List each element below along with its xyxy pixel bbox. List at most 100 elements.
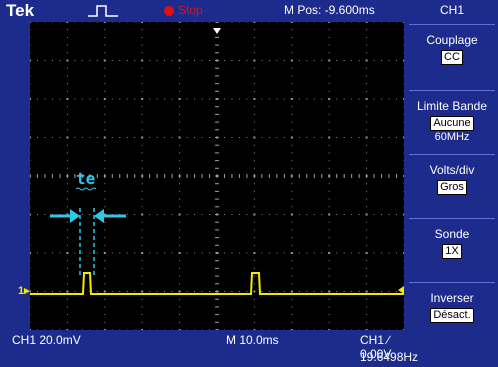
- grid-dot: [328, 329, 331, 330]
- grid-dot: [178, 213, 181, 216]
- grid-dot: [365, 22, 368, 23]
- menu-bandwidth-sub: 60MHz: [434, 131, 470, 143]
- grid-dot: [365, 290, 368, 293]
- grid-dot: [328, 59, 331, 62]
- graticule: te: [30, 22, 404, 330]
- grid-dot: [141, 252, 144, 254]
- grid-dot: [66, 98, 69, 100]
- grid-dot: [290, 252, 293, 254]
- horizontal-position: M Pos: -9.600ms: [284, 3, 375, 17]
- te-underline: [75, 187, 97, 191]
- grid-dot: [290, 136, 293, 139]
- trigger-pulse-icon: [88, 5, 118, 17]
- grid-dot: [103, 59, 106, 62]
- menu-coupling-label: Couplage: [426, 33, 478, 47]
- grid-dot: [253, 22, 256, 23]
- grid-dot: [365, 98, 368, 100]
- grid-dot: [403, 59, 404, 62]
- grid-dot: [253, 98, 256, 100]
- grid-dot: [403, 22, 404, 23]
- grid-dot: [141, 98, 144, 100]
- grid-dot: [178, 136, 181, 139]
- grid-dot: [290, 98, 293, 100]
- menu-bandwidth-label: Limite Bande: [416, 99, 488, 113]
- grid-dot: [328, 290, 331, 293]
- grid-dot: [365, 59, 368, 62]
- grid-dot: [103, 98, 106, 100]
- side-menu: CH1 Couplage CC Limite Bande Aucune 60MH…: [406, 0, 498, 367]
- menu-invert[interactable]: Inverser Désact.: [409, 282, 495, 335]
- trigger-level: CH1 ∕ 0.00V: [360, 333, 392, 361]
- grid-dot: [403, 329, 404, 330]
- grid-dot: [290, 59, 293, 62]
- menu-probe[interactable]: Sonde 1X: [409, 218, 495, 281]
- grid-dot: [290, 22, 293, 23]
- grid-dot: [66, 290, 69, 293]
- grid-dot: [178, 252, 181, 254]
- grid-dot: [30, 136, 31, 139]
- menu-coupling-value: CC: [441, 50, 463, 65]
- channel-1-marker: 1▸: [18, 285, 30, 297]
- waveform-display: te: [30, 22, 404, 330]
- grid-dot: [253, 136, 256, 139]
- grid-dot: [66, 136, 69, 139]
- menu-volts-div-label: Volts/div: [429, 163, 475, 177]
- menu-volts-div[interactable]: Volts/div Gros: [409, 154, 495, 217]
- te-arrow-right-head: [94, 209, 104, 223]
- grid-dot: [178, 290, 181, 293]
- grid-dot: [66, 329, 69, 330]
- grid-dot: [30, 329, 31, 330]
- te-arrow-left-head: [70, 209, 80, 223]
- grid-dot: [66, 59, 69, 62]
- grid-dot: [178, 22, 181, 23]
- grid-dot: [141, 213, 144, 216]
- grid-dot: [403, 252, 404, 254]
- grid-dot: [178, 98, 181, 100]
- grid-dot: [328, 22, 331, 23]
- grid-dot: [103, 290, 106, 293]
- top-status-bar: Tek Stop M Pos: -9.600ms: [0, 0, 406, 22]
- menu-invert-value: Désact.: [430, 308, 474, 323]
- menu-title: CH1: [439, 3, 464, 17]
- menu-bandwidth[interactable]: Limite Bande Aucune 60MHz: [409, 90, 495, 153]
- frequency-readout: 19.6498Hz: [360, 350, 419, 364]
- trigger-position-marker: [213, 28, 221, 34]
- grid-dot: [365, 136, 368, 139]
- grid-dot: [328, 98, 331, 100]
- grid-dot: [30, 252, 31, 254]
- grid-dot: [365, 329, 368, 330]
- brand-logo: Tek: [6, 1, 35, 20]
- grid-dot: [141, 329, 144, 330]
- grid-dot: [141, 290, 144, 293]
- grid-dot: [66, 22, 69, 23]
- grid-dot: [66, 252, 69, 254]
- menu-invert-label: Inverser: [430, 291, 474, 305]
- grid-dot: [403, 213, 404, 216]
- grid-dot: [253, 213, 256, 216]
- grid-dot: [30, 22, 31, 23]
- grid-dot: [103, 136, 106, 139]
- grid-dot: [103, 252, 106, 254]
- grid-dot: [403, 136, 404, 139]
- grid-dot: [253, 329, 256, 330]
- grid-dot: [253, 290, 256, 293]
- grid-dot: [30, 59, 31, 62]
- grid-dot: [328, 252, 331, 254]
- grid-dot: [328, 136, 331, 139]
- grid-dot: [328, 213, 331, 216]
- grid-dot: [290, 290, 293, 293]
- grid-dot: [365, 213, 368, 216]
- grid-dot: [141, 22, 144, 23]
- waveform-trace: [30, 272, 404, 295]
- time-scale: M 10.0ms: [226, 333, 279, 347]
- menu-volts-div-value: Gros: [437, 180, 467, 195]
- stop-indicator-icon: [164, 6, 174, 16]
- trigger-level-marker: [398, 286, 404, 294]
- menu-bandwidth-value: Aucune: [430, 116, 474, 131]
- menu-coupling[interactable]: Couplage CC: [409, 24, 495, 89]
- grid-dot: [141, 136, 144, 139]
- channel-scale: CH1 20.0mV: [12, 333, 81, 347]
- grid-dot: [30, 213, 31, 216]
- menu-probe-value: 1X: [442, 244, 462, 259]
- run-status: Stop: [178, 3, 203, 17]
